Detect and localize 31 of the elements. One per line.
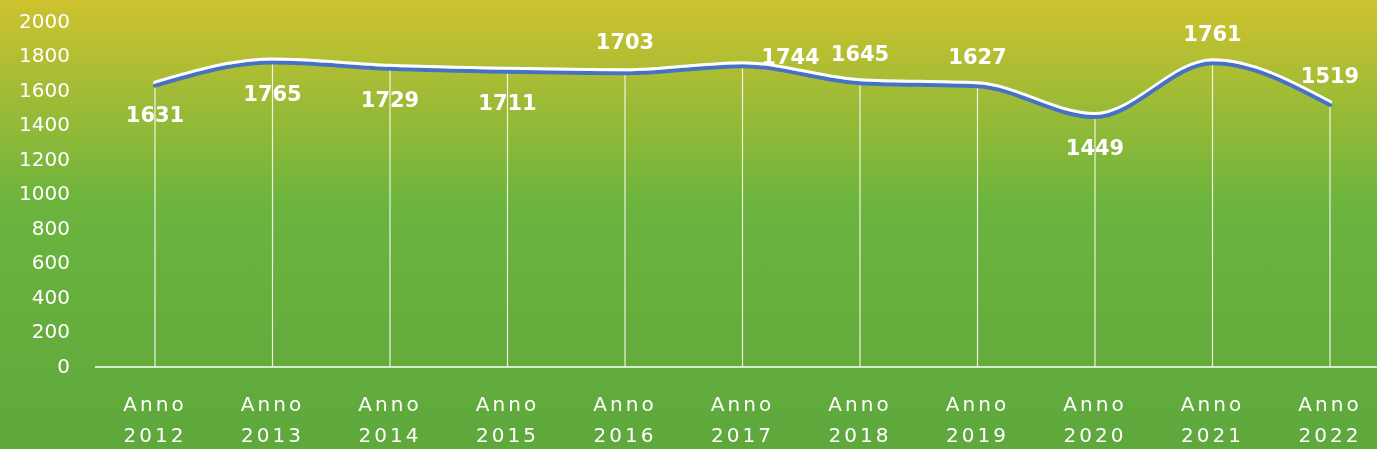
y-tick-label: 2000 xyxy=(19,8,70,33)
x-tick-label: Anno 2013 xyxy=(240,392,305,447)
y-tick-label: 1400 xyxy=(19,112,70,136)
data-label: 1627 xyxy=(948,45,1007,70)
y-tick-label: 1600 xyxy=(19,77,70,102)
x-tick-label: Anno 2020 xyxy=(1063,392,1127,447)
y-tick-label: 600 xyxy=(31,250,70,274)
data-label: 1449 xyxy=(1065,136,1125,161)
data-label: 1761 xyxy=(1183,22,1242,47)
y-tick-label: 1200 xyxy=(19,146,70,171)
y-tick-label: 1800 xyxy=(19,43,70,67)
y-tick-label: 1000 xyxy=(19,181,70,205)
data-label: 1703 xyxy=(595,30,655,55)
x-tick-label: Anno 2014 xyxy=(358,392,422,447)
y-tick-label: 800 xyxy=(31,215,70,240)
data-label: 1729 xyxy=(360,87,420,112)
x-tick-label: Anno 2018 xyxy=(828,392,892,447)
y-tick-label: 400 xyxy=(31,284,70,309)
y-tick-label: 0 xyxy=(57,353,70,378)
y-tick-label: 200 xyxy=(31,319,70,343)
x-tick-label: Anno 2019 xyxy=(945,392,1010,447)
x-tick-label: Anno 2015 xyxy=(475,392,540,447)
data-label: 1744 xyxy=(761,45,820,70)
x-tick-label: Anno 2022 xyxy=(1298,392,1362,447)
data-label: 1645 xyxy=(830,42,890,67)
data-label: 1519 xyxy=(1300,63,1360,88)
x-tick-label: Anno 2012 xyxy=(123,392,187,447)
data-label: 1631 xyxy=(125,102,185,127)
x-tick-label: Anno 2016 xyxy=(593,392,657,447)
x-tick-label: Anno 2017 xyxy=(710,392,775,447)
x-tick-label: Anno 2021 xyxy=(1180,392,1245,447)
